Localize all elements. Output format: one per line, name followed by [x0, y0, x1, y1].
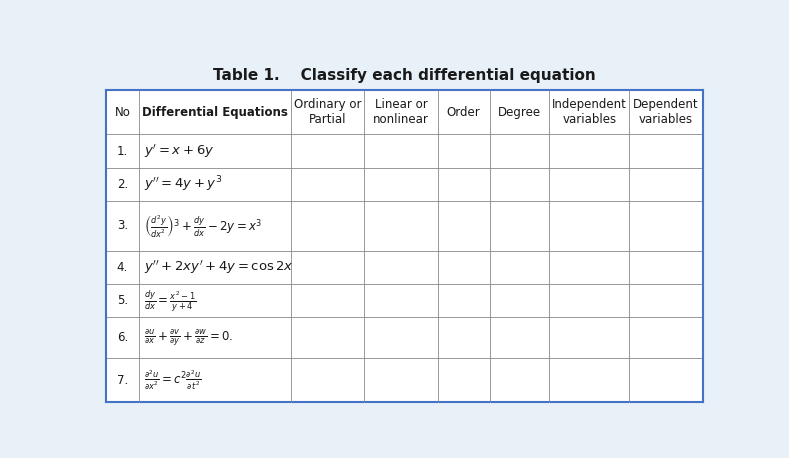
Text: Degree: Degree — [498, 106, 541, 119]
Text: Ordinary or
Partial: Ordinary or Partial — [294, 98, 361, 126]
Text: Dependent
variables: Dependent variables — [634, 98, 699, 126]
Text: Linear or
nonlinear: Linear or nonlinear — [373, 98, 429, 126]
Text: Order: Order — [447, 106, 481, 119]
Text: $y' = x + 6y$: $y' = x + 6y$ — [144, 142, 214, 160]
Text: 4.: 4. — [117, 261, 128, 274]
Text: $\left(\frac{d^2y}{dx^2}\right)^3 + \frac{dy}{dx} - 2y = x^3$: $\left(\frac{d^2y}{dx^2}\right)^3 + \fra… — [144, 213, 262, 239]
Text: $\frac{\partial u}{\partial x} + \frac{\partial v}{\partial y} + \frac{\partial : $\frac{\partial u}{\partial x} + \frac{\… — [144, 327, 233, 348]
Text: 2.: 2. — [117, 178, 128, 191]
Text: 6.: 6. — [117, 331, 128, 344]
Text: 3.: 3. — [117, 219, 128, 232]
Text: Table 1.    Classify each differential equation: Table 1. Classify each differential equa… — [213, 68, 596, 83]
Text: Independent
variables: Independent variables — [552, 98, 626, 126]
Text: $y'' = 4y + y^3$: $y'' = 4y + y^3$ — [144, 174, 222, 194]
Text: $\frac{\partial^2 u}{\partial x^2} = c^2\frac{\partial^2 u}{\partial t^2}$: $\frac{\partial^2 u}{\partial x^2} = c^2… — [144, 368, 201, 392]
Text: No: No — [114, 106, 130, 119]
Text: 7.: 7. — [117, 374, 128, 387]
Text: 1.: 1. — [117, 145, 128, 158]
Text: $y'' + 2xy' + 4y = \cos 2x$: $y'' + 2xy' + 4y = \cos 2x$ — [144, 258, 294, 276]
Text: $\frac{dy}{dx} = \frac{x^2-1}{y+4}$: $\frac{dy}{dx} = \frac{x^2-1}{y+4}$ — [144, 288, 196, 313]
Text: 5.: 5. — [117, 294, 128, 307]
Bar — [106, 90, 703, 402]
Text: Differential Equations: Differential Equations — [142, 106, 288, 119]
